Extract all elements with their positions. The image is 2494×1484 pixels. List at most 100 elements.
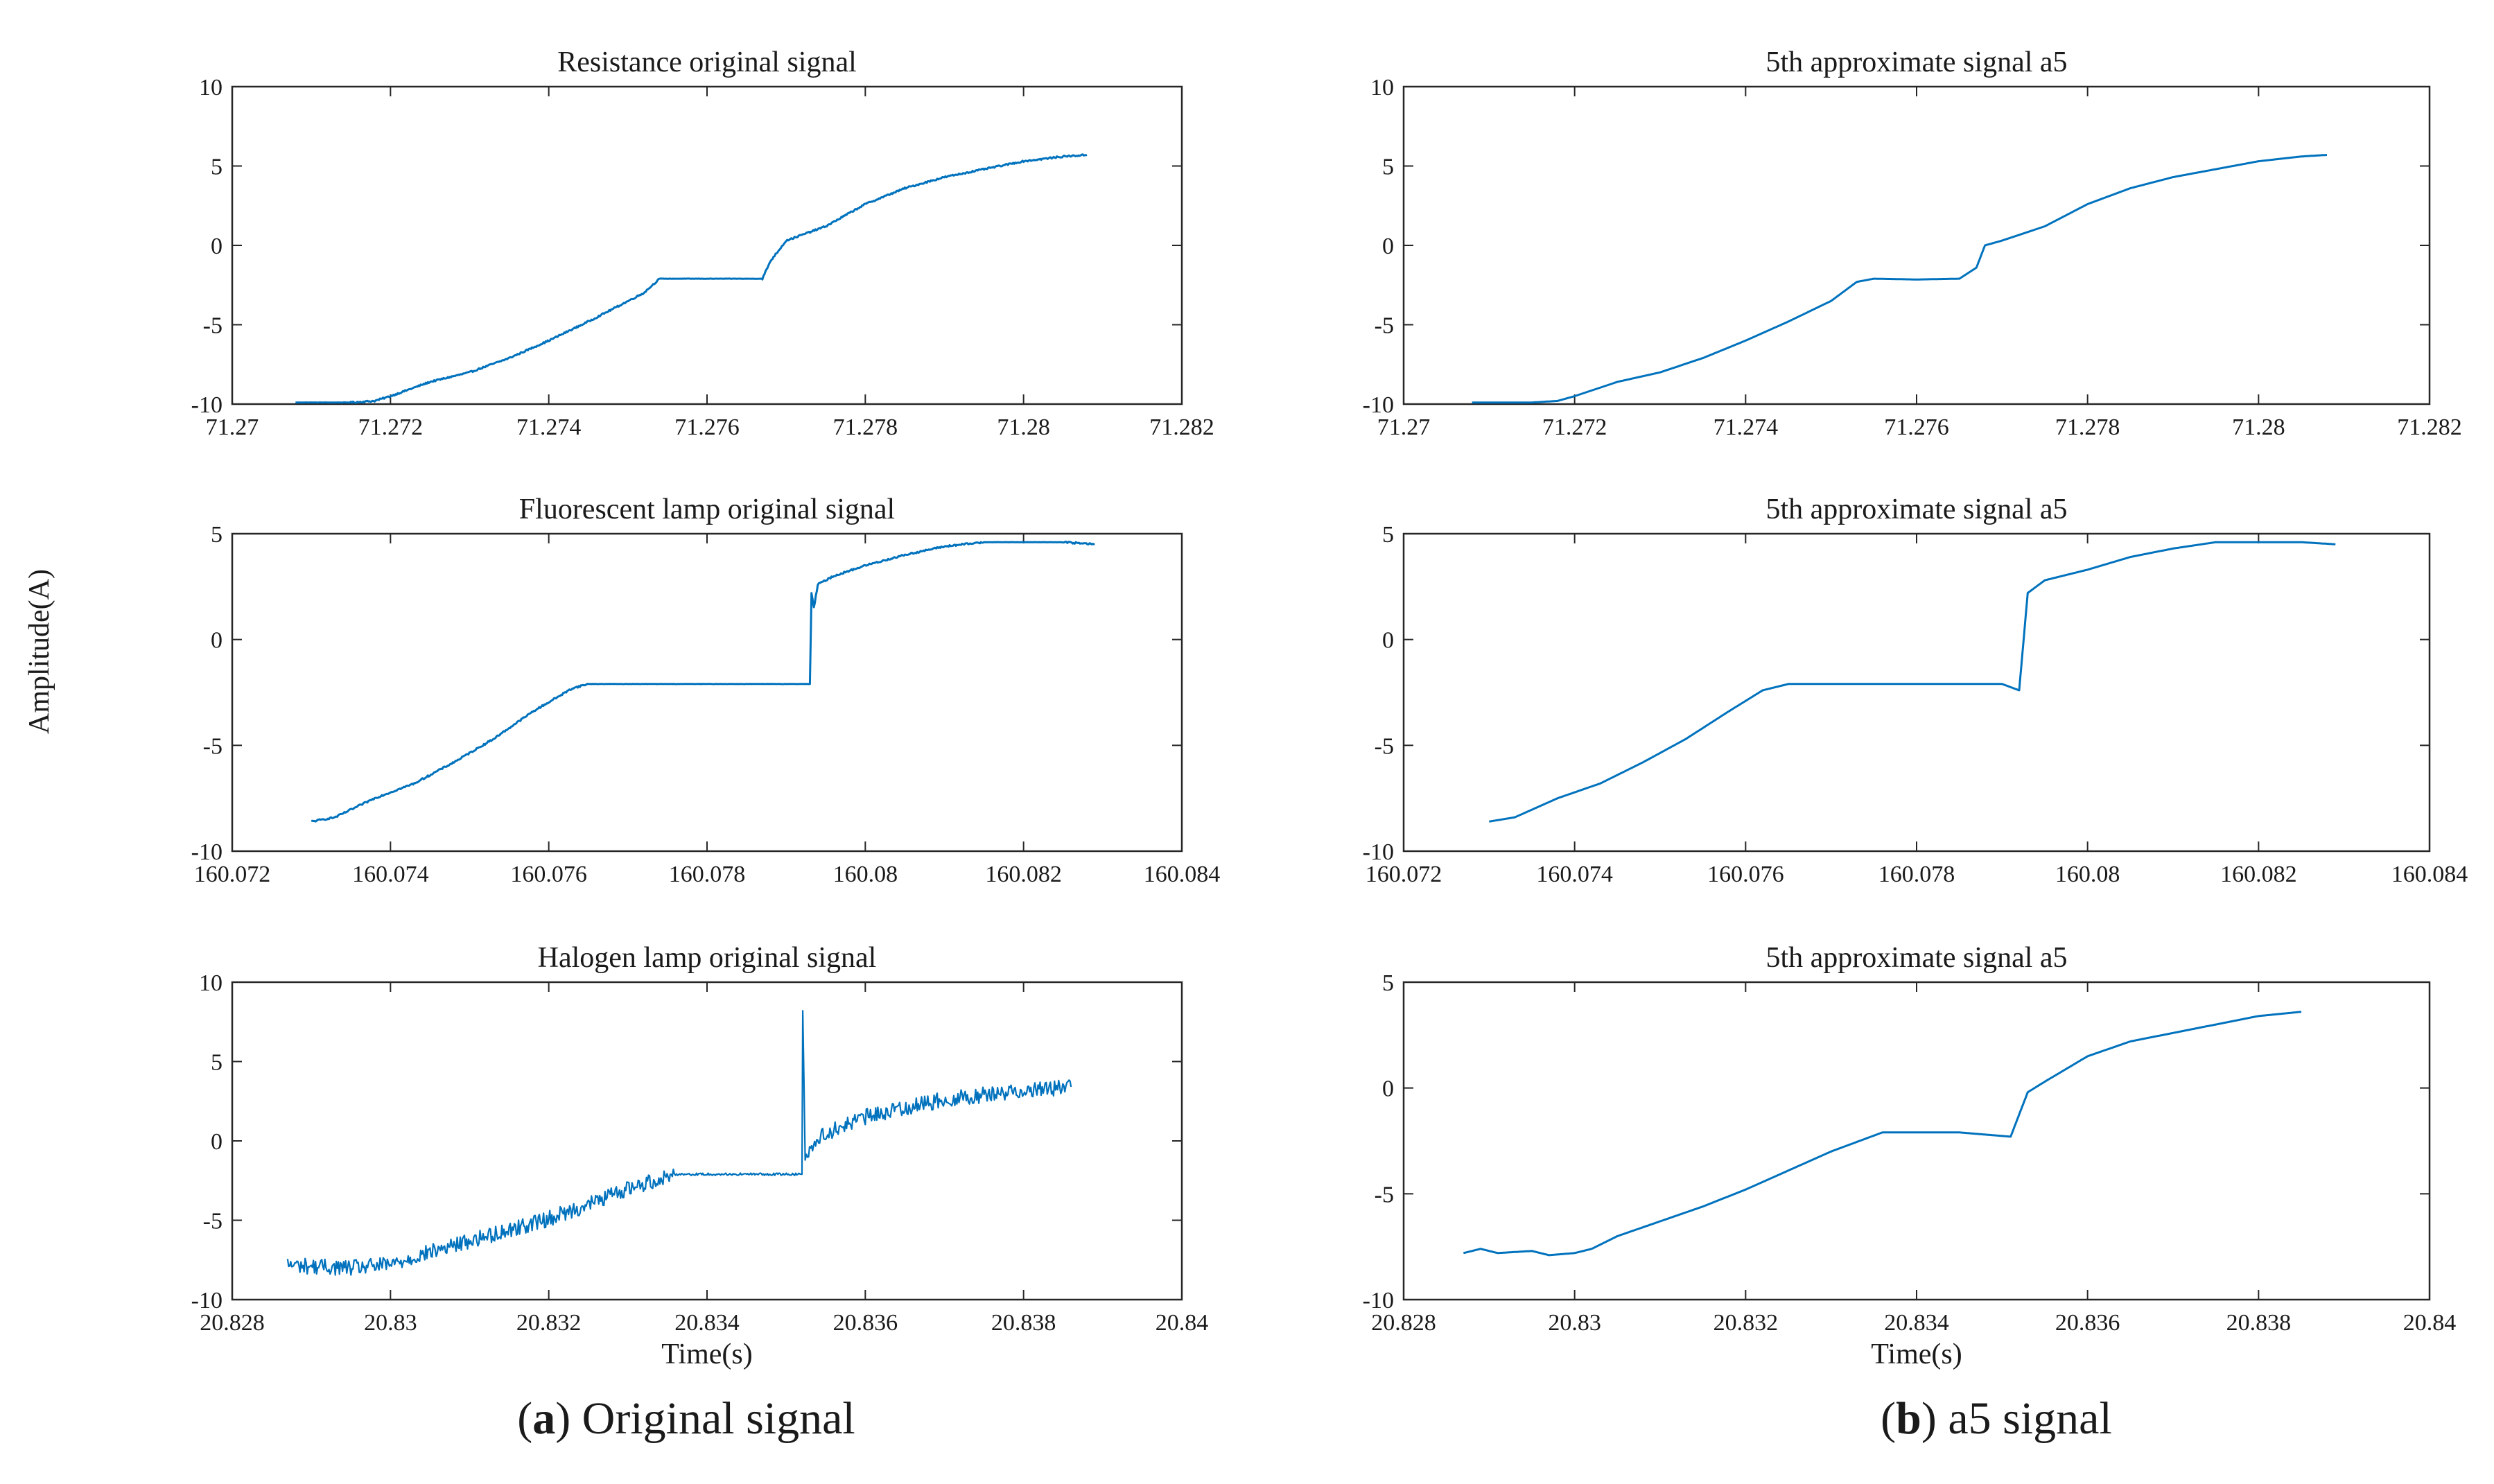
y-tick-label: 0 xyxy=(211,1129,223,1155)
y-tick-label: -10 xyxy=(1363,839,1394,865)
x-tick-label: 71.27 xyxy=(206,414,259,440)
x-tick-label: 160.084 xyxy=(2391,862,2468,887)
x-tick-label: 160.078 xyxy=(669,862,746,887)
x-axis-label: Time(s) xyxy=(661,1338,752,1370)
y-tick-label: -5 xyxy=(1375,1182,1394,1207)
x-tick-label: 160.076 xyxy=(510,862,587,887)
x-tick-label: 160.082 xyxy=(985,862,1062,887)
chart-title: Resistance original signal xyxy=(557,46,857,78)
y-tick-label: 5 xyxy=(211,1050,223,1076)
y-tick-label: -5 xyxy=(203,1209,223,1234)
chart-title: Halogen lamp original signal xyxy=(538,942,877,974)
chart-panel-4: 20.828 20.83 20.832 20.834 20.836 20.838 20.84… xyxy=(191,942,1209,1370)
chart-title: 5th approximate signal a5 xyxy=(1765,494,2067,525)
y-tick-label: -10 xyxy=(1363,1288,1394,1313)
x-tick-label: 71.282 xyxy=(1149,414,1214,440)
x-tick-label: 71.28 xyxy=(2232,414,2285,440)
y-tick-label: 0 xyxy=(1382,234,1394,259)
series-line-a5 xyxy=(1463,1011,2302,1257)
y-tick-label: 5 xyxy=(211,155,223,180)
y-tick-label: -10 xyxy=(191,392,223,418)
y-tick-label: -5 xyxy=(1375,733,1394,759)
caption-b-text: a5 signal xyxy=(1948,1393,2111,1444)
y-tick-label: 5 xyxy=(1382,970,1394,996)
x-tick-label: 20.828 xyxy=(1371,1310,1436,1336)
x-tick-label: 160.074 xyxy=(352,862,429,887)
x-tick-label: 160.08 xyxy=(2055,862,2120,887)
x-tick-label: 160.076 xyxy=(1707,862,1784,887)
x-tick-label: 160.074 xyxy=(1536,862,1613,887)
y-tick-label: 5 xyxy=(1382,155,1394,180)
y-tick-label: -10 xyxy=(191,1288,223,1313)
chart-panel-1: 71.27 71.272 71.274 71.276 71.278 71.28 71.282… xyxy=(1363,46,2462,440)
chart-panel-5: 20.828 20.83 20.832 20.834 20.836 20.838 20.84… xyxy=(1363,942,2457,1370)
x-tick-label: 71.278 xyxy=(833,414,898,440)
series-line-fluorescent-lamp xyxy=(311,541,1095,823)
chart-title: 5th approximate signal a5 xyxy=(1765,942,2067,974)
y-tick-label: 5 xyxy=(1382,522,1394,548)
series-line-resistance xyxy=(295,153,1088,404)
series-line-halogen-lamp xyxy=(286,1010,1072,1276)
caption-a-label: a xyxy=(532,1393,555,1444)
svg-text:(b) a5 signal: (b) a5 signal xyxy=(1881,1393,2112,1444)
x-tick-label: 71.282 xyxy=(2397,414,2462,440)
series-line-a5 xyxy=(1472,154,2328,404)
chart-panels: 71.27 71.272 71.274 71.276 71.278 71.28 71.282… xyxy=(191,46,2468,1370)
chart-panel-3: 160.072 160.074 160.076 160.078 160.08 160.08… xyxy=(1363,494,2468,887)
x-tick-label: 20.836 xyxy=(833,1310,898,1336)
x-tick-label: 71.274 xyxy=(1713,414,1779,440)
y-axis-label: Amplitude(A) xyxy=(24,569,55,734)
x-tick-label: 20.834 xyxy=(674,1310,740,1336)
x-tick-label: 20.83 xyxy=(1548,1310,1601,1336)
chart-panel-2: 160.072 160.074 160.076 160.078 160.08 160.08… xyxy=(191,494,1221,887)
caption-a-text: Original signal xyxy=(582,1393,855,1444)
x-tick-label: 160.072 xyxy=(1366,862,1442,887)
x-tick-label: 20.832 xyxy=(516,1310,582,1336)
chart-panel-0: 71.27 71.272 71.274 71.276 71.278 71.28 71.282… xyxy=(191,46,1214,440)
y-tick-label: 0 xyxy=(1382,628,1394,654)
y-tick-label: 0 xyxy=(211,628,223,654)
x-tick-label: 71.276 xyxy=(1884,414,1949,440)
x-tick-label: 20.834 xyxy=(1884,1310,1949,1336)
y-tick-label: -5 xyxy=(203,313,223,339)
chart-title: Fluorescent lamp original signal xyxy=(519,494,895,525)
y-tick-label: 10 xyxy=(199,970,223,996)
x-tick-label: 20.832 xyxy=(1713,1310,1779,1336)
x-tick-label: 20.836 xyxy=(2055,1310,2120,1336)
x-tick-label: 20.838 xyxy=(991,1310,1056,1336)
x-tick-label: 160.084 xyxy=(1144,862,1221,887)
x-tick-label: 20.84 xyxy=(1156,1310,1209,1336)
x-tick-label: 160.072 xyxy=(194,862,271,887)
x-tick-label: 160.078 xyxy=(1878,862,1955,887)
x-tick-label: 71.27 xyxy=(1377,414,1431,440)
x-tick-label: 160.08 xyxy=(833,862,898,887)
x-tick-label: 20.83 xyxy=(364,1310,417,1336)
x-tick-label: 160.082 xyxy=(2220,862,2297,887)
y-tick-label: 0 xyxy=(1382,1076,1394,1102)
x-tick-label: 71.28 xyxy=(997,414,1050,440)
svg-text:(a) Original signal: (a) Original signal xyxy=(517,1393,855,1444)
series-line-a5 xyxy=(1489,541,2336,823)
y-tick-label: -10 xyxy=(1363,392,1394,418)
x-axis-label: Time(s) xyxy=(1871,1338,1962,1370)
x-tick-label: 20.84 xyxy=(2403,1310,2457,1336)
caption-a: (a) Original signal xyxy=(517,1393,855,1444)
x-tick-label: 71.274 xyxy=(516,414,582,440)
x-tick-label: 71.278 xyxy=(2055,414,2120,440)
y-tick-label: -10 xyxy=(191,839,223,865)
x-tick-label: 71.272 xyxy=(358,414,424,440)
caption-b-label: b xyxy=(1896,1393,1921,1444)
y-tick-label: 10 xyxy=(1370,75,1394,101)
y-tick-label: -5 xyxy=(1375,313,1394,339)
y-tick-label: -5 xyxy=(203,733,223,759)
x-tick-label: 71.276 xyxy=(674,414,740,440)
y-tick-label: 10 xyxy=(199,75,223,101)
x-tick-label: 20.828 xyxy=(200,1310,265,1336)
chart-title: 5th approximate signal a5 xyxy=(1765,46,2067,78)
caption-b: (b) a5 signal xyxy=(1881,1393,2112,1444)
y-tick-label: 5 xyxy=(211,522,223,548)
x-tick-label: 71.272 xyxy=(1542,414,1607,440)
x-tick-label: 20.838 xyxy=(2226,1310,2292,1336)
